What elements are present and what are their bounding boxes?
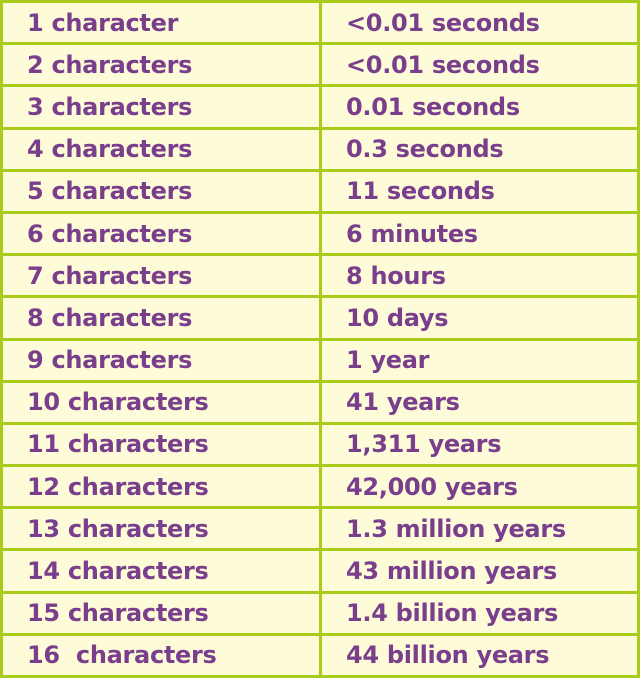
time-cell: 44 billion years [319,632,640,678]
length-cell: 9 characters [0,337,322,383]
time-cell: 8 hours [319,253,640,299]
time-cell: 10 days [319,295,640,341]
length-cell: 14 characters [0,548,322,594]
table-row: 8 characters 10 days [0,295,640,341]
table-row: 4 characters 0.3 seconds [0,126,640,172]
table-row: 16 characters 44 billion years [0,632,640,678]
length-cell: 2 characters [0,42,322,88]
time-cell: 0.01 seconds [319,84,640,130]
table-row: 9 characters 1 year [0,337,640,383]
table-row: 2 characters <0.01 seconds [0,42,640,88]
table-row: 3 characters 0.01 seconds [0,84,640,130]
time-cell: <0.01 seconds [319,42,640,88]
length-cell: 5 characters [0,168,322,214]
length-cell: 11 characters [0,421,322,468]
length-cell: 13 characters [0,506,322,552]
length-cell: 10 characters [0,379,322,425]
length-cell: 3 characters [0,84,322,130]
time-cell: 41 years [319,379,640,425]
table-row: 14 characters 43 million years [0,548,640,594]
time-cell: 1.4 billion years [319,590,640,636]
table-row: 5 characters 11 seconds [0,168,640,214]
length-cell: 12 characters [0,464,322,510]
table-row: 12 characters 42,000 years [0,464,640,510]
time-cell: 6 minutes [319,210,640,257]
time-cell: 42,000 years [319,464,640,510]
time-cell: 1 year [319,337,640,383]
table-row: 15 characters 1.4 billion years [0,590,640,636]
time-cell: 43 million years [319,548,640,594]
time-cell: 1,311 years [319,421,640,468]
length-cell: 1 character [0,0,322,46]
length-cell: 7 characters [0,253,322,299]
time-cell: 0.3 seconds [319,126,640,172]
time-cell: <0.01 seconds [319,0,640,46]
length-cell: 8 characters [0,295,322,341]
length-cell: 15 characters [0,590,322,636]
time-cell: 1.3 million years [319,506,640,552]
table-row: 10 characters 41 years [0,379,640,425]
length-cell: 4 characters [0,126,322,172]
length-cell: 6 characters [0,210,322,257]
time-cell: 11 seconds [319,168,640,214]
table-row: 7 characters 8 hours [0,253,640,299]
table-row: 11 characters 1,311 years [0,421,640,468]
table-row: 6 characters 6 minutes [0,210,640,257]
table-row: 13 characters 1.3 million years [0,506,640,552]
table-row: 1 character <0.01 seconds [0,0,640,46]
length-cell: 16 characters [0,632,322,678]
